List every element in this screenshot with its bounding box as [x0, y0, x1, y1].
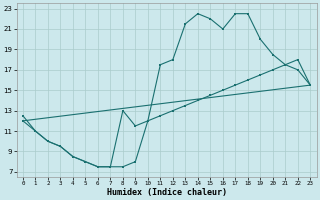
- X-axis label: Humidex (Indice chaleur): Humidex (Indice chaleur): [107, 188, 227, 197]
